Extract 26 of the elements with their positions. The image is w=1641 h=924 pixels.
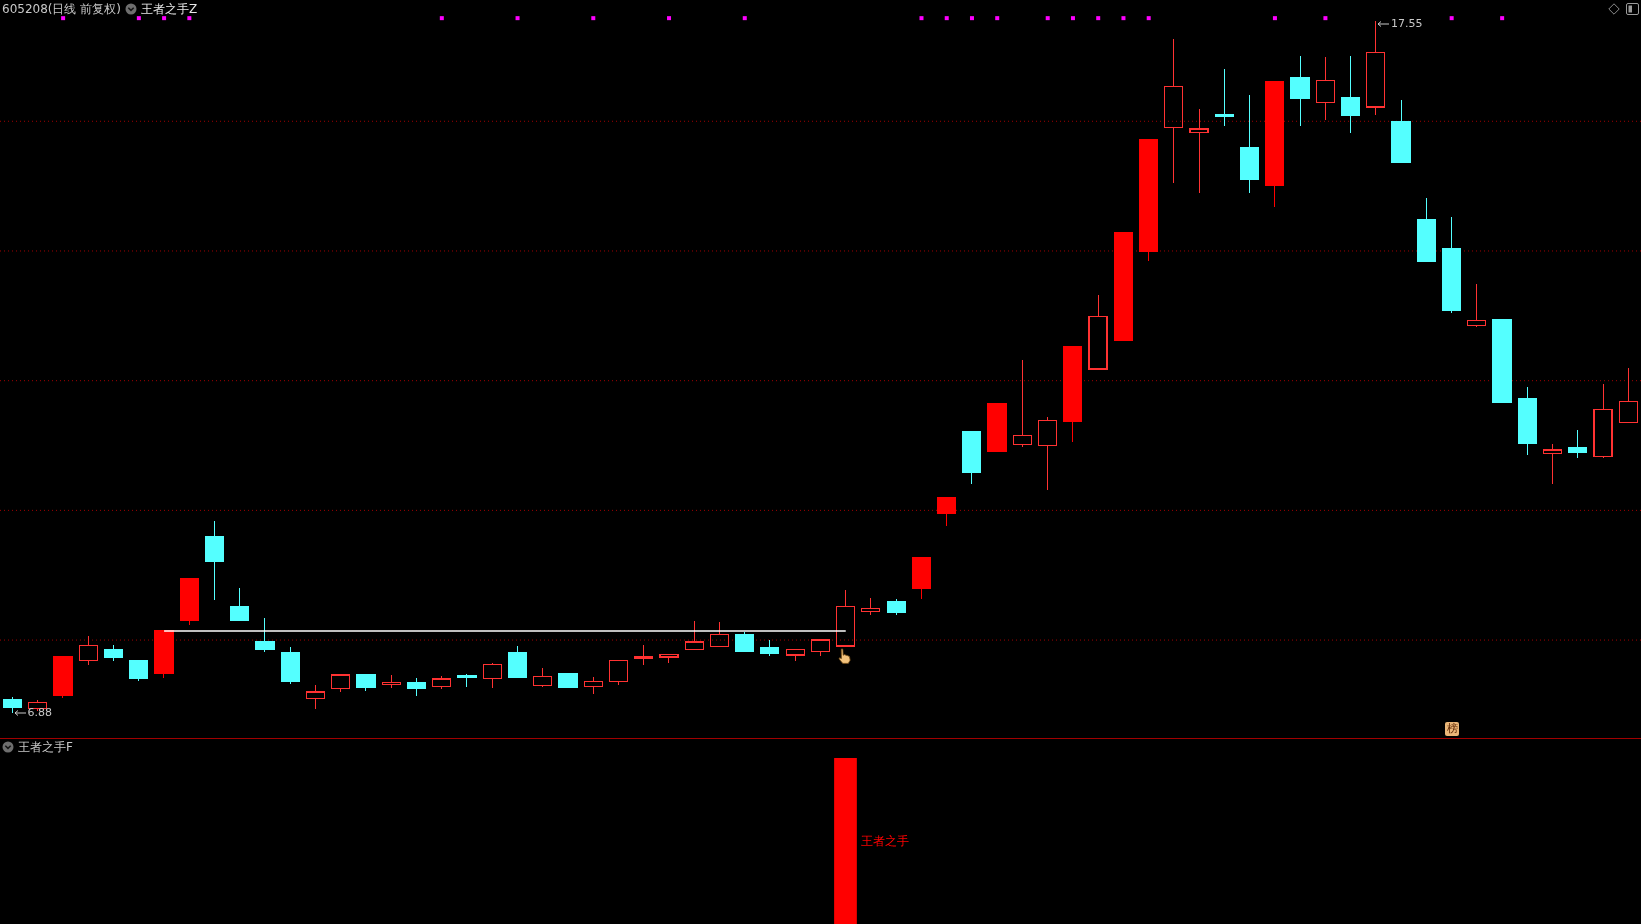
- candlestick: [1164, 38, 1184, 184]
- candlestick: [1517, 386, 1537, 456]
- candlestick: [886, 598, 906, 616]
- candlestick: [1037, 416, 1058, 491]
- candlestick: [1189, 108, 1209, 194]
- annotation: 6.88: [27, 705, 53, 719]
- candlestick: [1214, 68, 1234, 127]
- candlestick: [1340, 55, 1361, 134]
- candlestick: [381, 674, 401, 689]
- candlestick: [457, 675, 477, 688]
- candlestick: [204, 520, 225, 601]
- candlestick: [1315, 56, 1335, 121]
- candlestick: [1441, 216, 1462, 314]
- annotation: 17.55: [1390, 16, 1423, 30]
- chart-title: 王者之手F: [18, 740, 73, 754]
- candlestick: [1593, 383, 1613, 458]
- candlestick: [1239, 94, 1260, 194]
- annotation: 榜: [1446, 722, 1458, 735]
- candlestick: [760, 639, 780, 657]
- annotation: 王者之手: [861, 834, 910, 848]
- candlestick: [861, 597, 881, 616]
- candlestick: [1290, 55, 1310, 127]
- candlestick: [78, 635, 98, 666]
- chart-subtitle: 王者之手Z: [141, 2, 198, 16]
- candlestick: [255, 617, 275, 653]
- chart-title: 605208(日线 前复权): [2, 2, 121, 16]
